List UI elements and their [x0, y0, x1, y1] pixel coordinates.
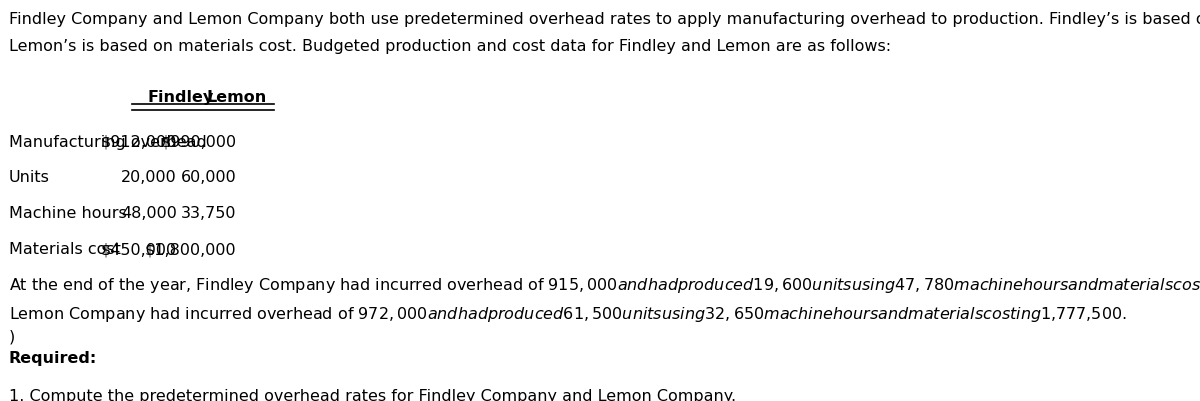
Text: ): ) [8, 329, 16, 344]
Text: Required:: Required: [8, 351, 97, 367]
Text: Manufacturing overhead: Manufacturing overhead [8, 135, 206, 150]
Text: 60,000: 60,000 [180, 170, 236, 185]
Text: 33,750: 33,750 [181, 206, 236, 221]
Text: Findley Company and Lemon Company both use predetermined overhead rates to apply: Findley Company and Lemon Company both u… [8, 12, 1200, 26]
Text: Materials cost: Materials cost [8, 242, 121, 257]
Text: Lemon: Lemon [206, 90, 266, 105]
Text: 1. Compute the predetermined overhead rates for Findley Company and Lemon Compan: 1. Compute the predetermined overhead ra… [8, 389, 736, 401]
Text: $912,000: $912,000 [101, 135, 176, 150]
Text: $990,000: $990,000 [160, 135, 236, 150]
Text: Lemon Company had incurred overhead of $972,000 and had produced 61,500 units us: Lemon Company had incurred overhead of $… [8, 305, 1127, 324]
Text: At the end of the year, Findley Company had incurred overhead of $915,000 and ha: At the end of the year, Findley Company … [8, 276, 1200, 295]
Text: Units: Units [8, 170, 49, 185]
Text: 20,000: 20,000 [121, 170, 176, 185]
Text: 48,000: 48,000 [121, 206, 176, 221]
Text: $1,800,000: $1,800,000 [145, 242, 236, 257]
Text: Lemon’s is based on materials cost. Budgeted production and cost data for Findle: Lemon’s is based on materials cost. Budg… [8, 39, 890, 54]
Text: Findley: Findley [148, 90, 214, 105]
Text: $450,000: $450,000 [101, 242, 176, 257]
Text: Machine hours: Machine hours [8, 206, 126, 221]
